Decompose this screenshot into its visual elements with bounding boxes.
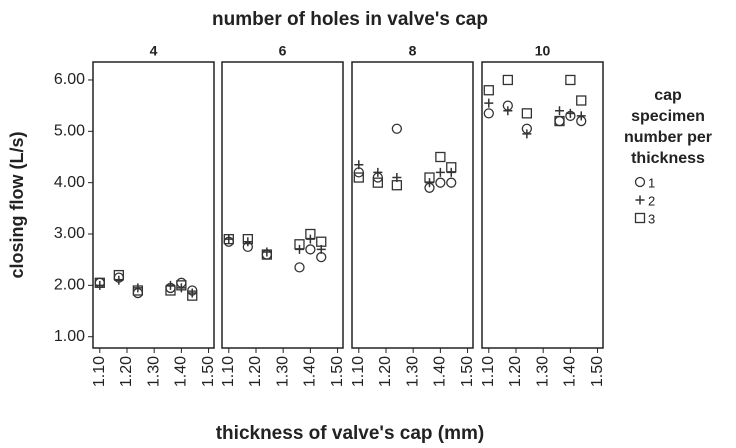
x-tick-label: 1.20	[118, 356, 135, 387]
panel-frame	[351, 61, 474, 349]
point	[261, 249, 273, 260]
x-tick-label: 1.50	[329, 356, 346, 387]
point	[483, 85, 494, 96]
point	[165, 285, 176, 296]
x-tick-label: 1.40	[562, 356, 579, 387]
x-tick-label: 1.50	[589, 356, 606, 387]
x-tick-label: 1.50	[200, 356, 217, 387]
point	[113, 269, 124, 281]
point	[522, 129, 532, 139]
point	[242, 233, 253, 245]
point	[521, 108, 533, 119]
point	[294, 262, 305, 273]
point	[354, 160, 364, 170]
y-tick-label: 5.00	[54, 123, 85, 140]
panel-label: 8	[409, 43, 417, 59]
x-tick-label: 1.40	[173, 356, 190, 387]
legend-title: specimen	[631, 108, 705, 125]
point	[446, 177, 457, 188]
point	[187, 290, 198, 301]
x-tick-label: 1.40	[432, 356, 449, 387]
x-tick-label: 1.10	[480, 356, 497, 387]
point	[565, 108, 575, 118]
point	[353, 172, 364, 183]
x-tick-label: 1.10	[91, 356, 108, 387]
x-tick-label: 1.30	[534, 356, 551, 387]
point	[316, 251, 327, 263]
point	[224, 234, 234, 244]
y-tick-label: 2.00	[54, 277, 85, 294]
panel-label: 4	[150, 43, 158, 59]
point	[576, 111, 586, 121]
legend-label: 3	[648, 211, 655, 226]
x-axis-label: thickness of valve's cap (mm)	[216, 423, 485, 444]
panel-frame	[221, 61, 344, 349]
y-axis-label: closing flow (L/s)	[7, 131, 27, 278]
y-tick-label: 6.00	[54, 71, 85, 88]
point	[372, 177, 383, 188]
x-tick-label: 1.30	[404, 356, 421, 387]
x-tick-label: 1.10	[220, 356, 237, 387]
point	[95, 280, 105, 290]
x-tick-label: 1.40	[302, 356, 319, 387]
y-tick-label: 4.00	[54, 174, 85, 191]
point	[373, 167, 383, 177]
point	[435, 167, 445, 177]
point	[94, 277, 105, 288]
legend-marker	[635, 195, 645, 205]
x-tick-label: 1.20	[507, 356, 524, 387]
legend-title: thickness	[631, 150, 705, 167]
point	[554, 115, 565, 127]
panel-frame	[92, 61, 215, 349]
point	[483, 108, 494, 119]
point	[446, 162, 457, 173]
panel-label: 6	[279, 43, 287, 59]
point	[554, 115, 565, 127]
x-tick-label: 1.30	[145, 356, 162, 387]
point	[176, 283, 186, 293]
y-tick-label: 3.00	[54, 225, 85, 242]
x-tick-label: 1.10	[350, 356, 367, 387]
point	[435, 151, 446, 163]
point	[243, 237, 253, 247]
point	[391, 123, 403, 134]
legend-title: number per	[624, 129, 712, 146]
legend-marker	[634, 212, 646, 224]
legend-title: cap	[654, 87, 682, 104]
point	[262, 247, 272, 257]
point	[133, 283, 143, 293]
point	[187, 288, 197, 298]
point	[305, 228, 316, 240]
point	[484, 98, 494, 108]
x-tick-label: 1.50	[459, 356, 476, 387]
point	[305, 244, 316, 255]
point	[316, 236, 327, 247]
panel-frame	[481, 61, 604, 349]
legend-label: 1	[648, 175, 655, 190]
point	[554, 106, 564, 116]
x-tick-label: 1.30	[274, 356, 291, 387]
legend-label: 2	[648, 193, 655, 208]
point	[424, 172, 435, 183]
panel-label: 10	[535, 43, 551, 59]
point	[391, 180, 403, 191]
point	[176, 280, 187, 291]
point	[565, 74, 576, 86]
point	[503, 106, 513, 116]
point	[132, 285, 144, 296]
point	[435, 177, 446, 188]
point	[502, 74, 513, 86]
y-tick-label: 1.00	[54, 328, 85, 345]
legend-marker	[634, 176, 646, 188]
point	[223, 233, 234, 245]
x-tick-label: 1.20	[377, 356, 394, 387]
chart-title: number of holes in valve's cap	[212, 9, 488, 30]
point	[294, 239, 305, 250]
x-tick-label: 1.20	[247, 356, 264, 387]
point	[576, 95, 587, 106]
